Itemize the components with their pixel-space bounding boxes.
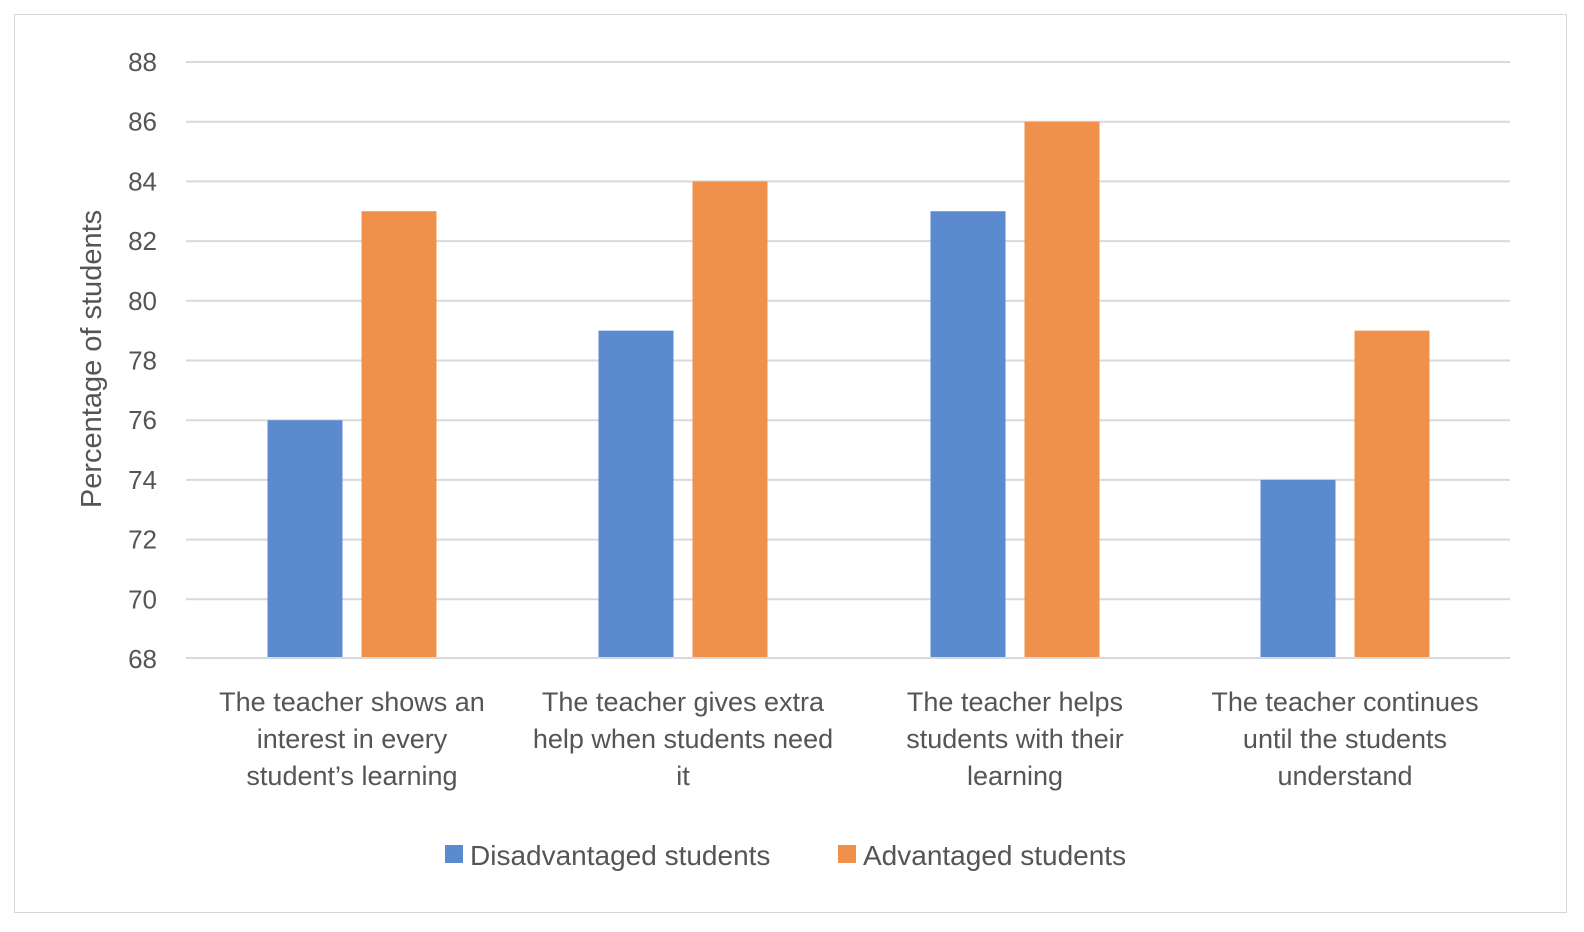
legend-swatch bbox=[838, 845, 856, 863]
y-tick-label: 76 bbox=[128, 405, 157, 435]
legend-label: Advantaged students bbox=[863, 840, 1126, 871]
y-tick-label: 78 bbox=[128, 346, 157, 376]
bar-disadvantaged-3 bbox=[930, 211, 1006, 657]
x-axis-category-labels: The teacher shows an interest in every stu… bbox=[219, 687, 1478, 791]
bars bbox=[267, 121, 1430, 657]
y-tick-label: 70 bbox=[128, 584, 157, 614]
y-tick-label: 86 bbox=[128, 107, 157, 137]
legend-swatch bbox=[445, 845, 463, 863]
bar-disadvantaged-4 bbox=[1260, 479, 1336, 657]
bar-advantaged-1 bbox=[361, 211, 437, 657]
y-tick-label: 82 bbox=[128, 226, 157, 256]
y-axis-ticks: 68 70 72 74 76 78 80 82 84 86 88 bbox=[128, 47, 157, 674]
legend-label: Disadvantaged students bbox=[470, 840, 770, 871]
x-category-label: The teacher gives extra help when student… bbox=[533, 687, 833, 791]
y-axis-title: Percentage of students bbox=[76, 210, 108, 508]
bar-disadvantaged-1 bbox=[267, 420, 343, 657]
bar-advantaged-3 bbox=[1024, 121, 1100, 657]
y-tick-label: 84 bbox=[128, 166, 157, 196]
y-tick-label: 72 bbox=[128, 525, 157, 555]
bar-disadvantaged-2 bbox=[598, 330, 674, 657]
y-tick-label: 88 bbox=[128, 47, 157, 77]
y-tick-label: 80 bbox=[128, 286, 157, 316]
legend: Disadvantaged students Advantaged student… bbox=[445, 840, 1126, 871]
y-tick-label: 74 bbox=[128, 465, 157, 495]
y-tick-label: 68 bbox=[128, 644, 157, 674]
x-category-label: The teacher shows an interest in every stu… bbox=[219, 687, 485, 791]
bar-advantaged-2 bbox=[692, 181, 768, 657]
x-category-label: The teacher helps students with their lear… bbox=[906, 687, 1124, 791]
bar-advantaged-4 bbox=[1354, 330, 1430, 657]
x-category-label: The teacher continues until the students u… bbox=[1211, 687, 1478, 791]
